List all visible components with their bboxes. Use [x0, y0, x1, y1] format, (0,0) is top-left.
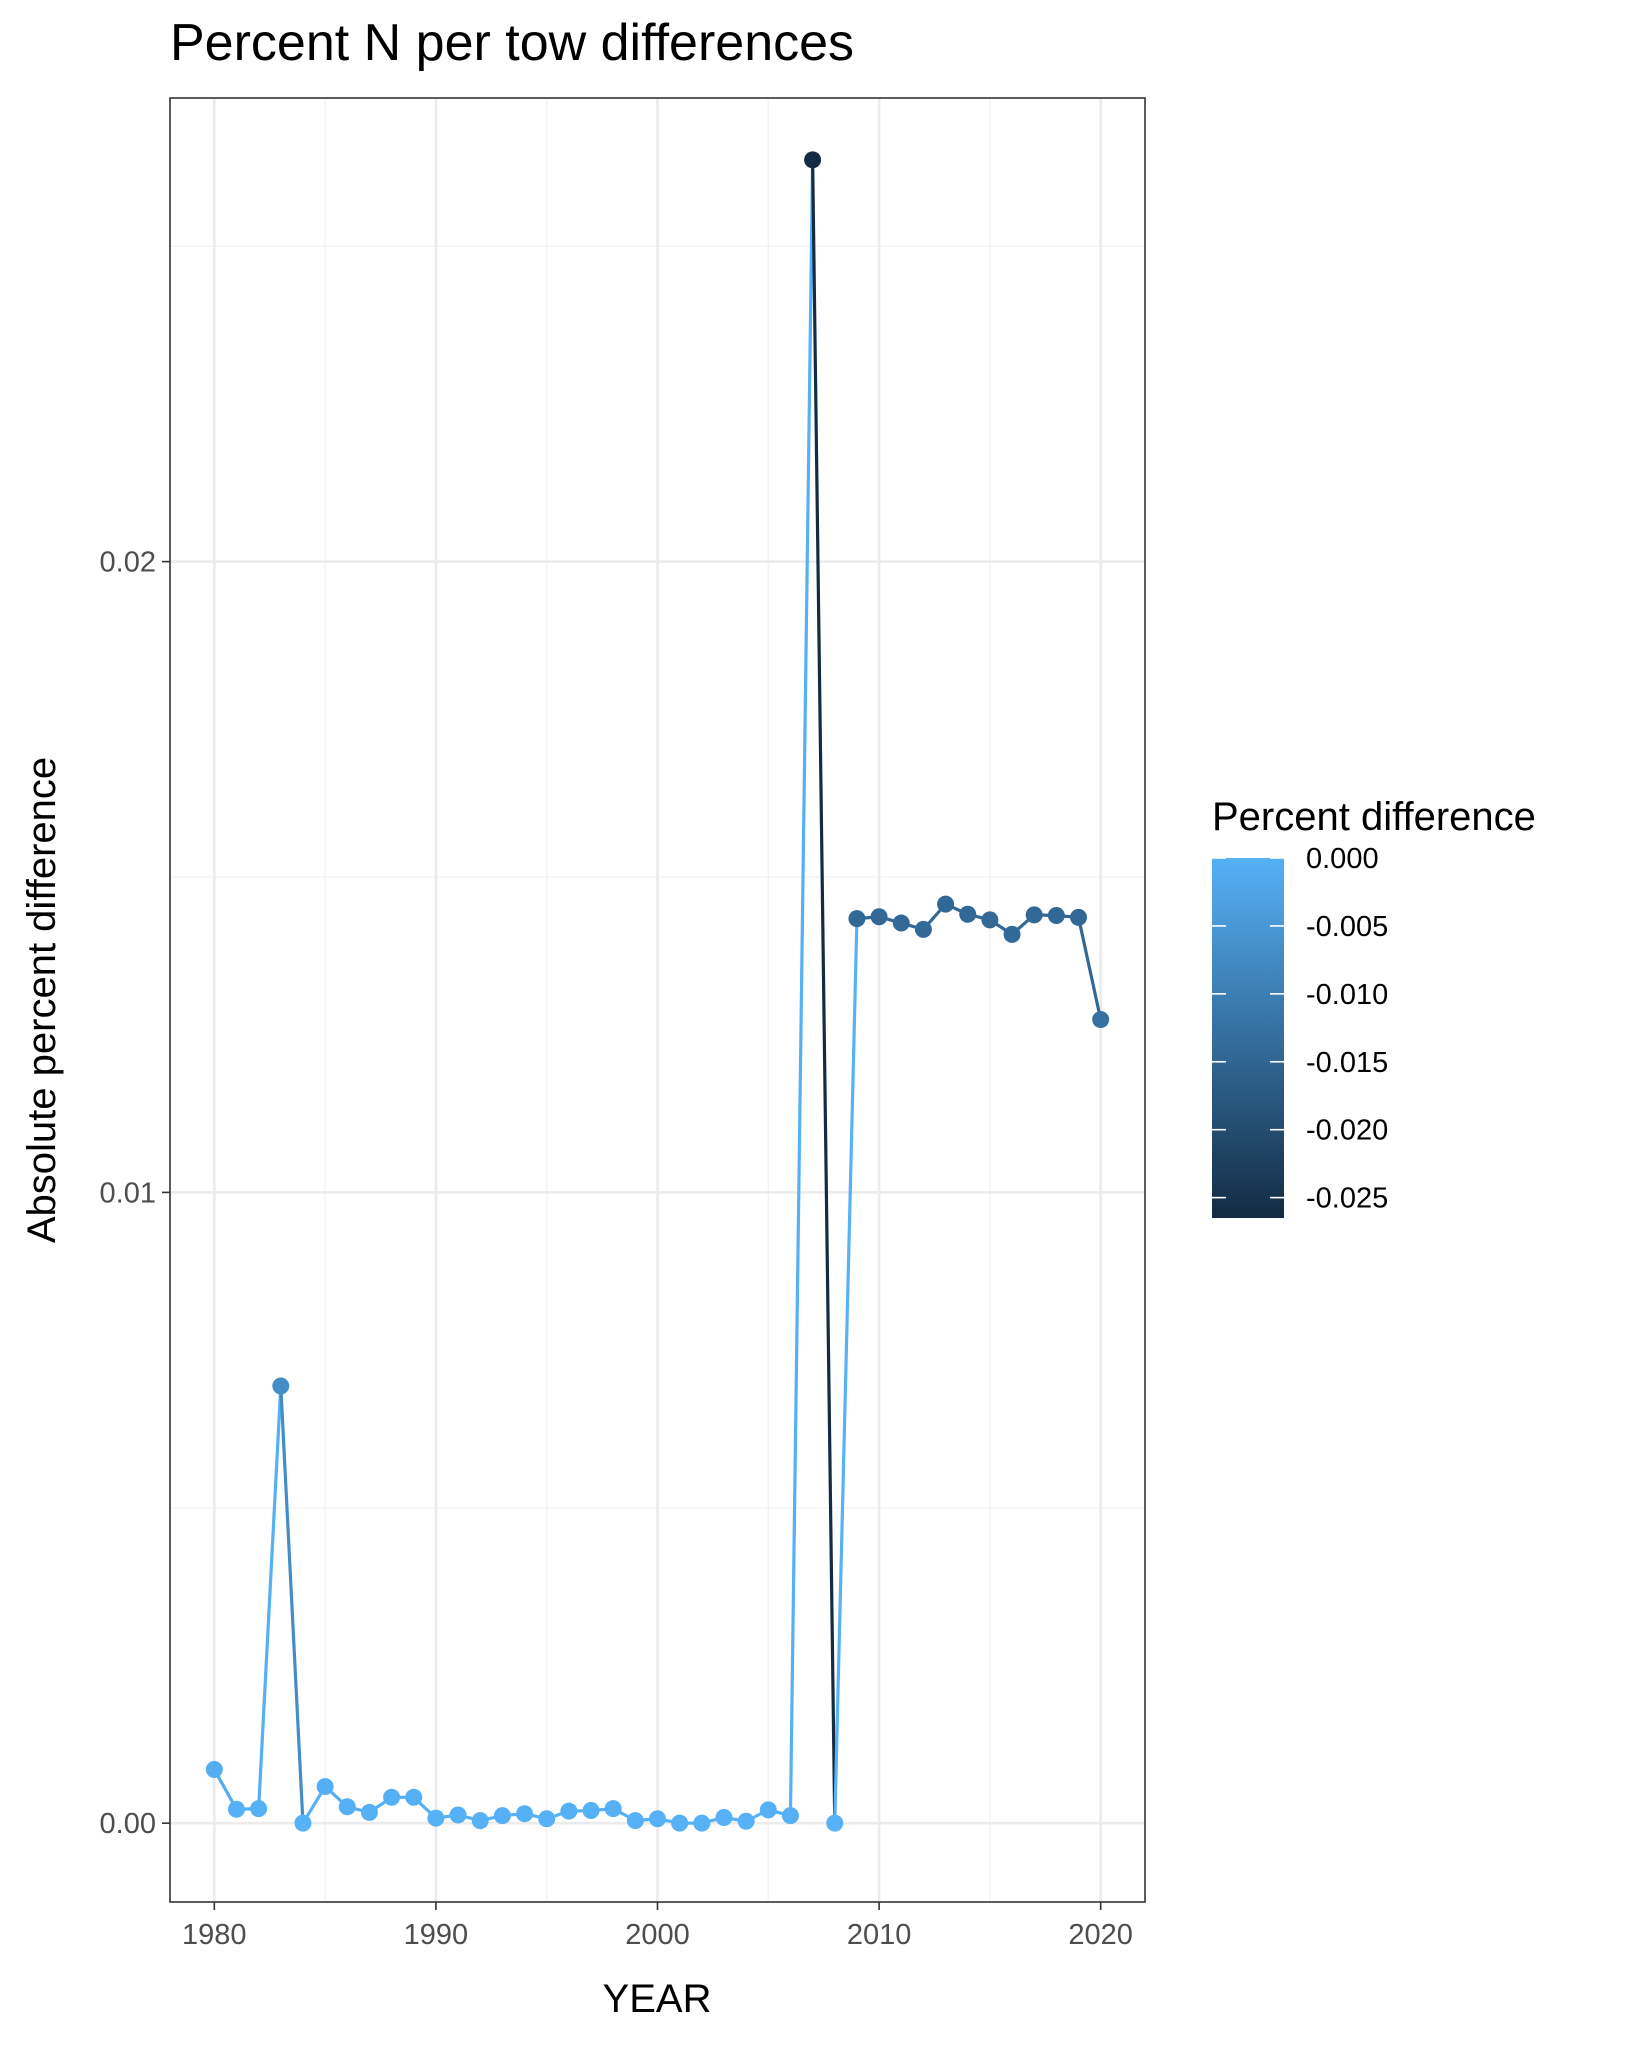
data-point	[294, 1814, 312, 1832]
data-point	[383, 1788, 401, 1806]
data-point	[937, 895, 955, 913]
data-point	[1092, 1011, 1110, 1029]
x-tick-label: 2020	[1068, 1919, 1133, 1951]
y-tick-label: 0.02	[100, 547, 156, 579]
line-segment	[279, 1384, 305, 1825]
legend-title: Percent difference	[1212, 795, 1536, 839]
data-point	[759, 1801, 777, 1819]
data-point	[626, 1812, 644, 1830]
line-segment	[811, 158, 837, 1825]
data-point	[205, 1761, 223, 1779]
data-point	[649, 1810, 666, 1828]
data-point	[516, 1805, 534, 1823]
data-point	[538, 1810, 556, 1828]
data-point	[804, 151, 822, 169]
data-point	[493, 1807, 511, 1825]
data-point	[781, 1807, 799, 1825]
data-point	[471, 1812, 489, 1830]
x-tick-label: 2000	[625, 1919, 690, 1951]
legend-tick-label: -0.025	[1306, 1183, 1388, 1215]
data-point	[272, 1377, 290, 1395]
line-segment	[788, 158, 815, 1818]
data-point	[360, 1803, 378, 1821]
data-point	[1070, 908, 1088, 926]
data-point	[316, 1778, 334, 1796]
data-point	[604, 1800, 622, 1818]
legend-tick-label: -0.015	[1306, 1047, 1388, 1079]
data-point	[427, 1809, 445, 1827]
x-tick-label: 1980	[182, 1919, 247, 1951]
gridlines	[170, 98, 1145, 1902]
data-point	[959, 905, 977, 923]
y-axis-title: Absolute percent difference	[20, 757, 64, 1243]
y-tick-label: 0.01	[100, 1177, 156, 1209]
legend-colorbar	[1212, 858, 1284, 1218]
x-axis-title: YEAR	[603, 1977, 712, 2021]
data-point	[338, 1798, 356, 1816]
x-axis: 1980 1990 2000 2010 2020	[182, 1902, 1133, 1951]
y-axis: 0.00 0.01 0.02	[100, 547, 170, 1840]
data-point	[914, 920, 932, 938]
data-point	[671, 1814, 689, 1832]
data-point	[693, 1814, 711, 1832]
x-tick-label: 2010	[847, 1919, 912, 1951]
legend-ticks: 0.000 -0.005 -0.010 -0.015 -0.020 -0.025	[1212, 843, 1388, 1215]
data-point	[870, 908, 888, 926]
data-point	[826, 1814, 844, 1832]
data-point	[560, 1802, 578, 1820]
chart-title: Percent N per tow differences	[170, 14, 854, 72]
data-point	[405, 1788, 423, 1806]
legend: Percent difference 0.000 -0.005 -0.010 -0.0…	[1212, 795, 1536, 1218]
plot-panel	[169, 97, 1146, 1903]
data-point	[892, 914, 910, 932]
data-point	[981, 911, 999, 929]
y-tick-label: 0.00	[100, 1808, 156, 1840]
data-point	[582, 1802, 600, 1820]
data-point	[715, 1808, 733, 1826]
line-segment	[833, 917, 859, 1825]
line-segment	[257, 1384, 283, 1811]
data-points	[205, 151, 1110, 1832]
data-point	[250, 1800, 268, 1818]
line-segment	[1076, 915, 1103, 1022]
data-point	[1025, 906, 1043, 924]
data-point	[1003, 925, 1021, 943]
data-point	[848, 910, 866, 928]
data-point	[1047, 906, 1065, 924]
x-tick-label: 1990	[404, 1919, 469, 1951]
data-point	[227, 1800, 245, 1818]
legend-tick-label: -0.010	[1306, 979, 1388, 1011]
data-point	[737, 1812, 755, 1830]
data-point	[449, 1806, 467, 1824]
legend-tick-label: 0.000	[1306, 843, 1379, 875]
legend-tick-label: -0.020	[1306, 1115, 1388, 1147]
legend-tick-label: -0.005	[1306, 911, 1388, 943]
